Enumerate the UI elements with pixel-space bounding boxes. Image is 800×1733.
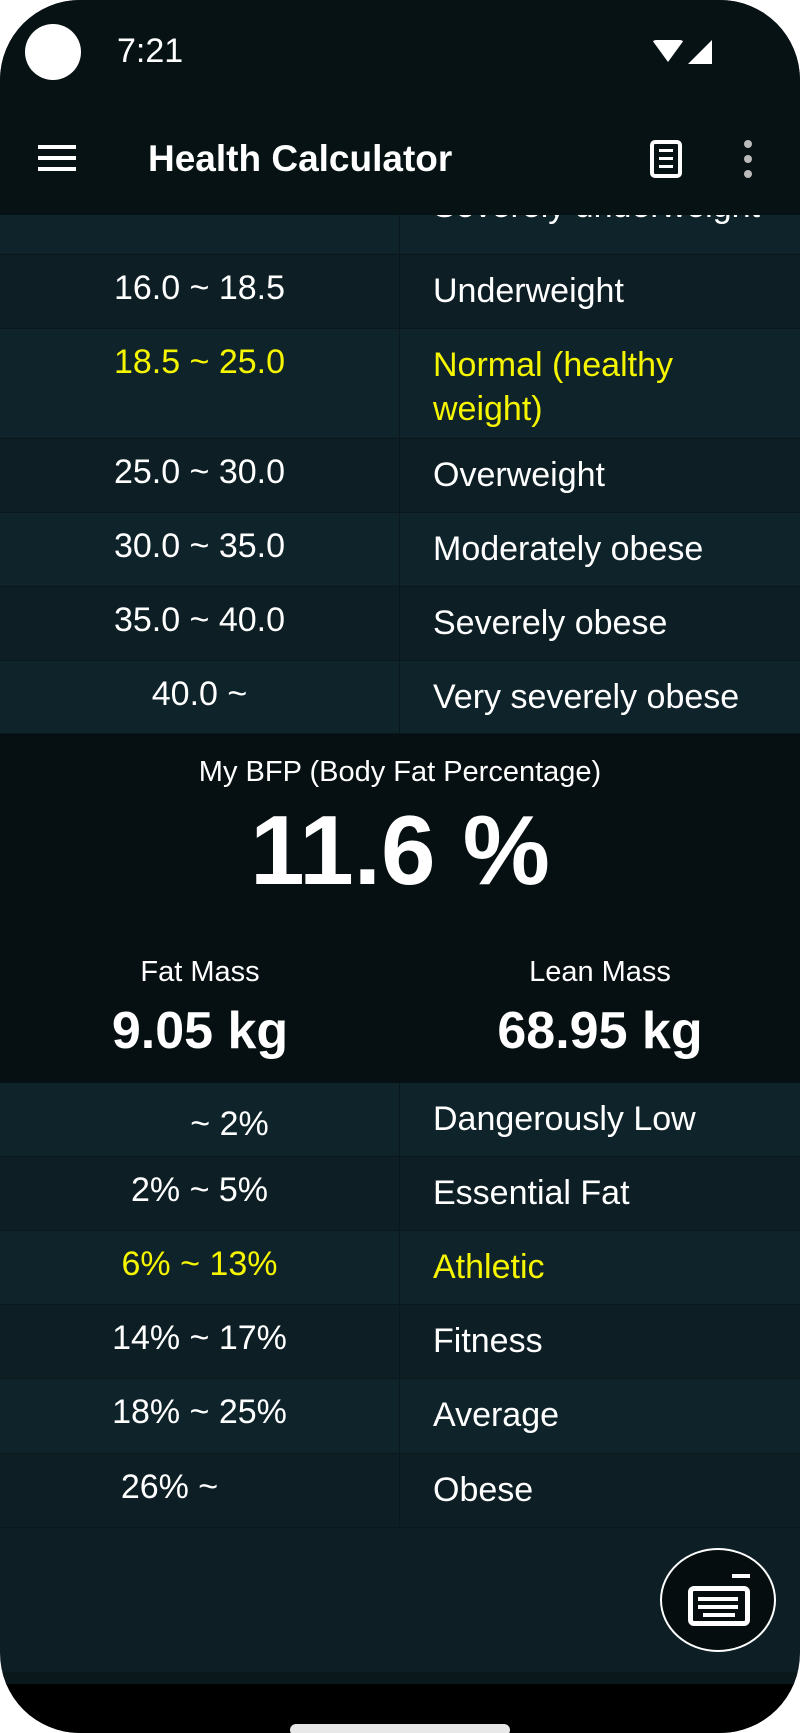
bmi-category: Overweight <box>433 456 605 494</box>
menu-icon[interactable] <box>38 145 76 175</box>
bfp-table: ~ 2% Dangerously Low 2% ~ 5% Essential F… <box>0 1083 800 1528</box>
table-row: 16.0 ~ 18.5 Underweight <box>0 255 800 329</box>
bfp-range: 26% ~ <box>0 1454 400 1527</box>
bmi-category: Normal (healthy weight) <box>433 346 673 428</box>
bmi-table: 15.0 ~ 16.0 Severely underweight 16.0 ~ … <box>0 174 800 734</box>
bfp-category: Essential Fat <box>433 1174 630 1212</box>
bfp-range: 6% ~ 13% <box>0 1231 400 1304</box>
bmi-range: 40.0 ~ <box>0 661 400 733</box>
table-row: 2% ~ 5% Essential Fat <box>0 1157 800 1231</box>
bfp-category: Fitness <box>433 1322 543 1360</box>
bmi-range: 25.0 ~ 30.0 <box>0 439 400 512</box>
camera-cutout <box>25 24 81 80</box>
clipboard-icon[interactable] <box>650 140 682 178</box>
home-handle[interactable] <box>290 1724 510 1733</box>
bfp-category: Obese <box>433 1471 534 1509</box>
navigation-bar <box>0 1684 800 1733</box>
table-row: ~ 2% Dangerously Low <box>0 1083 800 1157</box>
table-row: 26% ~ Obese <box>0 1454 800 1528</box>
more-vert-icon[interactable] <box>744 140 756 185</box>
keyboard-fab-button[interactable] <box>660 1548 776 1652</box>
lean-mass-label: Lean Mass <box>529 956 671 988</box>
bfp-category: Average <box>433 1396 560 1434</box>
table-row: 25.0 ~ 30.0 Overweight <box>0 439 800 513</box>
table-row: 14% ~ 17% Fitness <box>0 1305 800 1379</box>
bfp-category: Athletic <box>433 1248 545 1286</box>
table-row-highlighted: 6% ~ 13% Athletic <box>0 1231 800 1305</box>
status-bar: 7:21 <box>0 0 800 110</box>
lean-mass-value: 68.95 kg <box>497 1002 703 1060</box>
signal-icon <box>688 40 712 64</box>
keyboard-icon <box>688 1586 750 1626</box>
bfp-label: My BFP (Body Fat Percentage) <box>198 756 602 788</box>
fat-mass-label: Fat Mass <box>140 956 260 988</box>
wifi-icon <box>652 40 684 62</box>
app-bar: Health Calculator <box>0 110 800 215</box>
table-row: 30.0 ~ 35.0 Moderately obese <box>0 513 800 587</box>
bfp-range: ~ 2% <box>0 1083 400 1156</box>
bmi-range: 30.0 ~ 35.0 <box>0 513 400 586</box>
bfp-range: 2% ~ 5% <box>0 1157 400 1230</box>
bfp-value: 11.6 % <box>250 795 550 905</box>
fat-mass: Fat Mass 9.05 kg <box>0 956 400 1061</box>
fat-mass-value: 9.05 kg <box>111 1002 289 1060</box>
bfp-category: Dangerously Low <box>433 1100 696 1138</box>
bmi-category: Severely obese <box>433 604 668 642</box>
bmi-category: Very severely obese <box>433 678 740 716</box>
bottom-panel <box>0 1672 800 1685</box>
table-row: 18% ~ 25% Average <box>0 1379 800 1454</box>
table-row: 35.0 ~ 40.0 Severely obese <box>0 587 800 661</box>
table-row: 40.0 ~ Very severely obese <box>0 661 800 734</box>
bmi-category: Moderately obese <box>433 530 704 568</box>
bmi-category: Underweight <box>433 272 624 310</box>
bfp-range: 18% ~ 25% <box>0 1379 400 1453</box>
table-row-highlighted: 18.5 ~ 25.0 Normal (healthy weight) <box>0 329 800 439</box>
app-title: Health Calculator <box>148 138 453 179</box>
bmi-range: 35.0 ~ 40.0 <box>0 587 400 660</box>
bmi-range: 16.0 ~ 18.5 <box>0 255 400 328</box>
lean-mass: Lean Mass 68.95 kg <box>400 956 800 1061</box>
keyboard-cable <box>732 1574 750 1590</box>
bfp-result-panel: My BFP (Body Fat Percentage) 11.6 % Fat … <box>0 734 800 1083</box>
status-time: 7:21 <box>117 32 184 70</box>
bmi-range: 18.5 ~ 25.0 <box>0 329 400 438</box>
bfp-range: 14% ~ 17% <box>0 1305 400 1378</box>
